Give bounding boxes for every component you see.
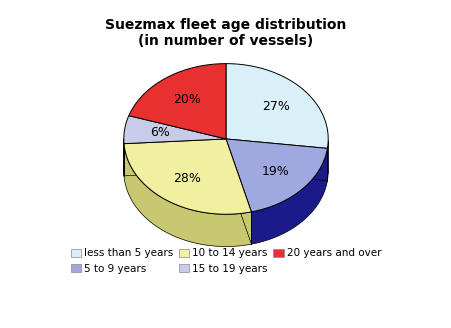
Text: 28%: 28%: [173, 172, 200, 185]
Text: 6%: 6%: [150, 126, 170, 139]
Polygon shape: [124, 144, 251, 247]
Polygon shape: [226, 64, 327, 148]
Polygon shape: [129, 64, 226, 139]
Polygon shape: [124, 116, 226, 144]
Polygon shape: [124, 139, 251, 214]
Polygon shape: [226, 139, 327, 212]
Text: 20%: 20%: [173, 93, 200, 106]
Text: 19%: 19%: [262, 165, 289, 178]
Legend: less than 5 years, 5 to 9 years, 10 to 14 years, 15 to 19 years, 20 years and ov: less than 5 years, 5 to 9 years, 10 to 1…: [71, 248, 380, 274]
Text: Suezmax fleet age distribution
(in number of vessels): Suezmax fleet age distribution (in numbe…: [105, 18, 346, 48]
Text: 27%: 27%: [261, 100, 289, 113]
Polygon shape: [251, 148, 327, 244]
